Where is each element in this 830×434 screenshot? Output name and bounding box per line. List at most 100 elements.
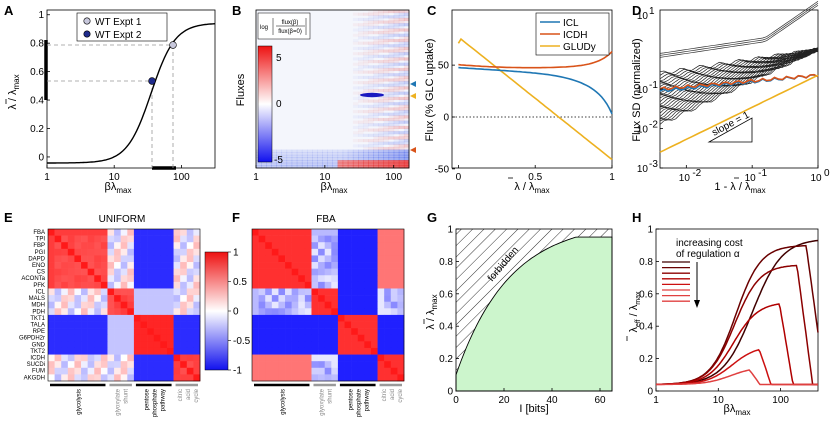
matrix-row-label: PGI (35, 250, 46, 256)
marker-icdh-icon (410, 147, 416, 153)
panel-b-xlabel: βλmax (321, 181, 348, 195)
panel-a-xtick: 100 (173, 172, 190, 183)
matrix-row-label: FUM (32, 369, 45, 375)
panel-a-legend (76, 12, 168, 42)
group-label: glycolysis (77, 389, 83, 415)
group-label: acid (186, 389, 192, 400)
panel-h-xlabel: βλmax (724, 403, 751, 417)
group-label: cycle (194, 388, 200, 402)
matrix-row-label: SUCDi (27, 362, 45, 368)
svg-text:-5: -5 (274, 155, 283, 166)
matrix-row-label: PFK (33, 283, 45, 289)
panel-a-ytick: 0.4 (30, 96, 44, 107)
marker-gludy-icon (410, 93, 416, 99)
marker-icl-icon (410, 81, 416, 87)
panel-d-xlabel: 1 - λ / λmax (714, 181, 765, 195)
matrix-row-label: TKT2 (30, 349, 45, 355)
panel-d-letter: D (632, 3, 641, 18)
panel-h-ytick: 1 (647, 225, 653, 236)
panel-a-point-expt2 (148, 77, 156, 85)
group-label: glyoxylate (116, 388, 122, 415)
panel-g-letter: G (427, 210, 437, 225)
matrix-row-label: TALA (30, 322, 45, 328)
colorbar-tick: 0.5 (233, 277, 247, 288)
panel-d-xtick: 10 (679, 173, 691, 184)
cb-b-num: flux(β) (282, 20, 299, 26)
panel-a-curve (47, 23, 216, 164)
h-legend-line2: of regulation α (676, 249, 740, 260)
panel-b-xtick: 100 (385, 172, 402, 183)
panel-a-xtick: 10 (109, 172, 121, 183)
group-label: pathway (161, 389, 167, 411)
panel-f-letter: F (232, 210, 240, 225)
panel-b-xtick: 10 (319, 172, 331, 183)
panel-c-letter: C (427, 3, 437, 18)
matrix-row-label: RPE (33, 329, 45, 335)
matrix-row-label: FBA (33, 230, 45, 236)
group-label: citric (178, 389, 184, 401)
panel-h-letter: H (632, 210, 641, 225)
matrix-row-label: MDH (31, 303, 45, 309)
panel-f: F FBA glycolysis glyoxylate shunt pentose ph… (232, 210, 405, 417)
h-curve (655, 303, 818, 386)
panel-h-ytick: 0 (647, 387, 653, 398)
panel-g-xtick: 0 (453, 395, 459, 406)
group-label: cycle (398, 388, 404, 402)
svg-text:5: 5 (276, 53, 282, 64)
svg-text:GLUDy: GLUDy (563, 42, 596, 53)
h-legend-line1: increasing cost (676, 238, 743, 249)
panel-a-ytick: 1 (38, 10, 44, 21)
panel-g-ytick: 0.6 (439, 289, 453, 300)
panel-c-xtick: 0 (456, 172, 462, 183)
matrix-row-label: AKGDH (24, 375, 45, 381)
svg-text:0: 0 (824, 168, 830, 179)
svg-text:-1: -1 (758, 168, 767, 179)
panel-h-xtick: 10 (713, 395, 725, 406)
panel-c-xlabel: λ / λmax (514, 181, 549, 195)
panel-c-ytick: -50 (435, 164, 450, 175)
colorbar-tick: -0.5 (233, 336, 251, 347)
svg-text:-2: -2 (692, 168, 701, 179)
panel-a-ylabel: λ / λmax (7, 74, 21, 109)
panel-h-ytick: 0.8 (639, 257, 653, 268)
svg-text:ICDH: ICDH (563, 30, 587, 41)
panel-h-xtick: 1 (653, 395, 659, 406)
matrix-row-label: TKT1 (30, 316, 45, 322)
colorbar-tick: -1 (233, 366, 242, 377)
panel-h: H increasing cost of regulation α 1 10 100… (626, 210, 819, 417)
panel-d-xtick: 10 (745, 173, 757, 184)
panel-d-ytick: 10 (637, 85, 649, 96)
panel-g-ytick: 1 (447, 225, 453, 236)
group-label: citric (382, 389, 388, 401)
panel-b-colorbar (257, 45, 273, 163)
group-label: shunt (124, 389, 130, 404)
matrix-row-label: FBP (33, 243, 45, 249)
panel-c-ylabel: Flux (% GLC uptake) (424, 39, 436, 142)
panel-d-ytick: 10 (637, 11, 649, 22)
panel-a-ytick: 0.2 (30, 124, 44, 135)
panel-a-ytick: 0 (38, 152, 44, 163)
panel-g-ylabel: λ / λmax (425, 294, 439, 329)
panel-g-ytick: 0.2 (439, 354, 453, 365)
panel-g-xlabel: I [bits] (519, 403, 548, 415)
panel-e-title: UNIFORM (99, 214, 146, 225)
group-label: phosphate (357, 388, 363, 417)
legend-expt1: WT Expt 1 (95, 17, 142, 28)
panel-d-ylabel: Flux SD (normalized) (631, 38, 643, 141)
panel-h-ytick: 0.2 (639, 354, 653, 365)
group-label: shunt (328, 389, 334, 404)
panel-b: B log flux(β) flux(β=0) 5 0 -5 1 10 100 βλ… (232, 3, 416, 195)
group-label: glycolysis (281, 389, 287, 415)
panel-h-ylabel: λeff / λmax (628, 291, 642, 333)
panel-g-ytick: 0.4 (439, 322, 453, 333)
panel-b-ylabel: Fluxes (235, 73, 247, 106)
panel-a-ytick: 0.8 (30, 39, 44, 50)
group-label: pentose (145, 388, 151, 410)
group-label: phosphate (153, 388, 159, 417)
panel-c-xtick: 0.5 (528, 172, 542, 183)
svg-text:ICL: ICL (563, 18, 579, 29)
group-label: acid (390, 389, 396, 400)
cb-b-log: log (260, 25, 268, 31)
panel-g-xtick: 60 (594, 395, 606, 406)
arrow-down-icon (694, 300, 700, 308)
